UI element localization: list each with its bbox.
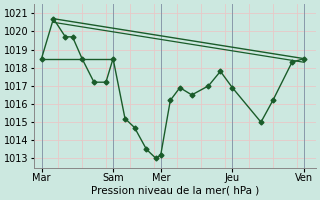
X-axis label: Pression niveau de la mer( hPa ): Pression niveau de la mer( hPa ) bbox=[91, 186, 259, 196]
